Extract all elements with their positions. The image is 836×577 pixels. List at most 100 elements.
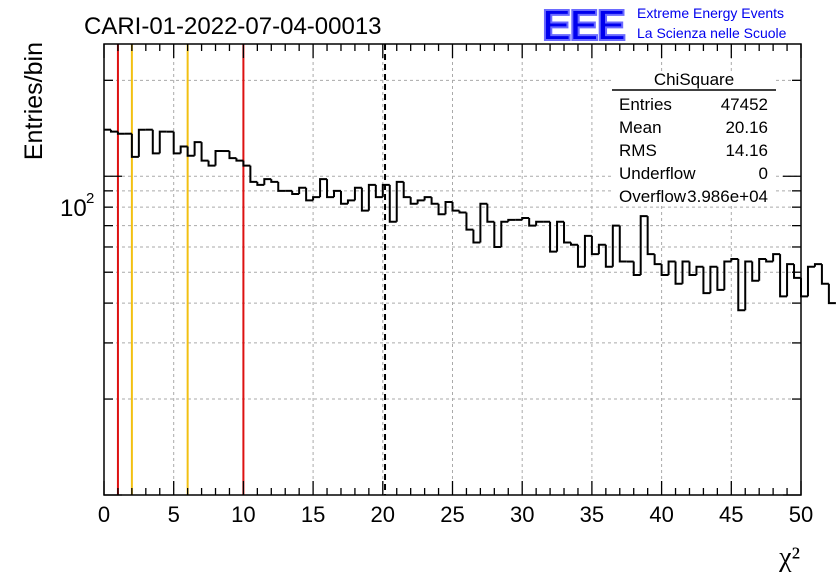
- histogram-bin: [737, 259, 746, 312]
- histogram-bin: [444, 201, 453, 215]
- histogram-bin: [130, 133, 139, 158]
- histogram-bin: [458, 210, 467, 214]
- histogram-bin: [563, 221, 571, 244]
- histogram-bin: [618, 225, 627, 263]
- x-tick-label: 25: [440, 502, 464, 527]
- histogram-bin: [765, 259, 774, 263]
- histogram-bin: [786, 263, 795, 297]
- histogram-bin: [639, 215, 648, 276]
- histogram-bin: [242, 160, 251, 167]
- histogram-bin: [270, 179, 279, 183]
- stats-value-overflow: 3.986e+04: [687, 187, 768, 206]
- x-axis-label: χ²: [778, 542, 800, 572]
- histogram-bin: [256, 181, 265, 186]
- histogram-bin: [291, 190, 300, 195]
- histogram-bin: [709, 265, 718, 294]
- histogram-bin: [632, 261, 641, 277]
- histogram-bin: [723, 260, 732, 290]
- histogram-bin: [702, 266, 711, 295]
- histogram-bin: [556, 220, 565, 252]
- histogram-bin: [827, 283, 836, 305]
- x-tick-label: 15: [301, 502, 325, 527]
- x-axis-ticks: 0 5 10 15 20 25 30 35 40 45 50: [98, 44, 813, 527]
- logo-subtitle-line1: Extreme Energy Events: [637, 5, 784, 21]
- histogram-bin: [437, 203, 446, 216]
- histogram-bin: [423, 196, 432, 201]
- histogram-bin: [367, 183, 376, 211]
- stats-title: ChiSquare: [654, 70, 734, 89]
- histogram-bin: [590, 235, 599, 256]
- eee-logo: EEE: [542, 1, 625, 50]
- histogram-bin: [228, 151, 237, 160]
- histogram-bin: [116, 131, 125, 135]
- x-tick-label: 20: [371, 502, 395, 527]
- histogram-bin: [507, 218, 516, 222]
- histogram-bin: [730, 258, 739, 262]
- histogram-bin: [479, 202, 488, 243]
- histogram-bin: [298, 186, 307, 194]
- y-axis-ticks: [104, 79, 801, 496]
- histogram-bin: [758, 258, 767, 281]
- logo-subtitle-line2: La Scienza nelle Scuole: [637, 25, 787, 41]
- histogram-bin: [207, 160, 216, 167]
- histogram-layer: [104, 128, 836, 312]
- histogram-bin: [416, 199, 425, 204]
- histogram-bin: [339, 190, 348, 205]
- stats-label-rms: RMS: [619, 141, 657, 160]
- histogram-bin: [820, 264, 829, 285]
- histogram-bin: [611, 224, 620, 267]
- histogram-bin: [500, 220, 509, 247]
- histogram-bin: [402, 181, 411, 199]
- x-tick-label: 40: [649, 502, 673, 527]
- histogram-bin: [333, 189, 341, 198]
- x-tick-label: 45: [719, 502, 743, 527]
- histogram-bin: [409, 197, 418, 205]
- histogram-bin: [360, 187, 369, 212]
- x-tick-label: 35: [580, 502, 604, 527]
- histogram-bin: [806, 265, 815, 297]
- histogram-bin: [521, 216, 530, 220]
- stats-label-entries: Entries: [619, 95, 672, 114]
- histogram-bin: [346, 199, 355, 204]
- x-tick-label: 30: [510, 502, 534, 527]
- histogram-bin: [158, 130, 167, 154]
- stats-label-mean: Mean: [619, 118, 662, 137]
- histogram-bin: [381, 183, 390, 198]
- histogram-bin: [326, 179, 335, 199]
- histogram-bin: [653, 254, 662, 266]
- statistics-box: ChiSquare Entries 47452 Mean 20.16 RMS 1…: [612, 70, 776, 206]
- histogram-bin: [388, 184, 397, 223]
- histogram-bin: [249, 165, 258, 183]
- histogram-bin: [813, 263, 822, 267]
- stats-label-underflow: Underflow: [619, 164, 696, 183]
- histogram-bin: [305, 187, 314, 202]
- histogram-bin: [312, 196, 321, 201]
- histogram-bin: [751, 261, 760, 282]
- histogram-bin: [465, 212, 474, 231]
- histogram-bin: [681, 260, 690, 284]
- histogram-bin: [549, 221, 558, 253]
- histogram-bin: [374, 184, 383, 199]
- histogram-bin: [646, 216, 655, 256]
- reference-lines: [116, 44, 387, 495]
- histogram-bin: [493, 221, 502, 248]
- histogram-bin: [667, 260, 676, 276]
- histogram-bin: [597, 243, 606, 255]
- histogram-bin: [772, 253, 781, 262]
- histogram-bin: [604, 244, 613, 268]
- histogram-bin: [688, 261, 697, 277]
- histogram-bin: [235, 158, 244, 162]
- histogram-bin: [193, 141, 202, 156]
- run-title: CARI-01-2022-07-04-00013: [84, 13, 382, 40]
- histogram-bin: [179, 145, 188, 154]
- histogram-bin: [695, 265, 704, 276]
- histogram-bin: [395, 180, 404, 222]
- x-tick-label: 0: [98, 502, 110, 527]
- histogram-bin: [576, 244, 585, 268]
- histogram-bin: [277, 181, 286, 192]
- histogram-bin: [172, 131, 181, 155]
- histogram-bin: [263, 178, 272, 185]
- histogram-bin: [430, 197, 439, 205]
- histogram-bin: [472, 229, 481, 244]
- histogram-bin: [137, 128, 146, 157]
